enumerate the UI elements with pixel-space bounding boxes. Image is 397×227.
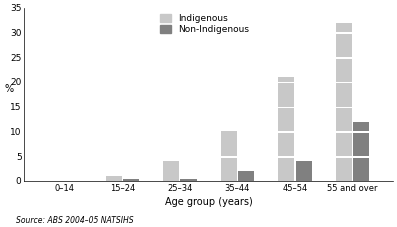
Bar bbox=[123, 178, 139, 181]
Bar bbox=[238, 171, 254, 181]
Bar bbox=[336, 59, 352, 82]
Y-axis label: %: % bbox=[4, 84, 13, 94]
Bar bbox=[336, 133, 352, 156]
Bar bbox=[221, 131, 237, 156]
Bar bbox=[278, 133, 295, 156]
Text: Source: ABS 2004–05 NATSIHS: Source: ABS 2004–05 NATSIHS bbox=[16, 216, 133, 225]
Bar bbox=[163, 161, 179, 181]
Bar bbox=[278, 158, 295, 181]
Bar bbox=[106, 176, 122, 181]
Bar bbox=[336, 84, 352, 107]
Bar bbox=[278, 77, 295, 82]
X-axis label: Age group (years): Age group (years) bbox=[165, 197, 252, 207]
Bar bbox=[221, 158, 237, 181]
Bar bbox=[353, 133, 369, 156]
Bar bbox=[336, 22, 352, 32]
Bar bbox=[353, 122, 369, 131]
Bar bbox=[336, 34, 352, 57]
Bar bbox=[180, 178, 197, 181]
Legend: Indigenous, Non-Indigenous: Indigenous, Non-Indigenous bbox=[158, 12, 251, 36]
Bar bbox=[336, 158, 352, 181]
Bar bbox=[353, 158, 369, 181]
Bar bbox=[295, 161, 312, 181]
Bar bbox=[336, 108, 352, 131]
Bar bbox=[278, 84, 295, 107]
Bar bbox=[278, 108, 295, 131]
